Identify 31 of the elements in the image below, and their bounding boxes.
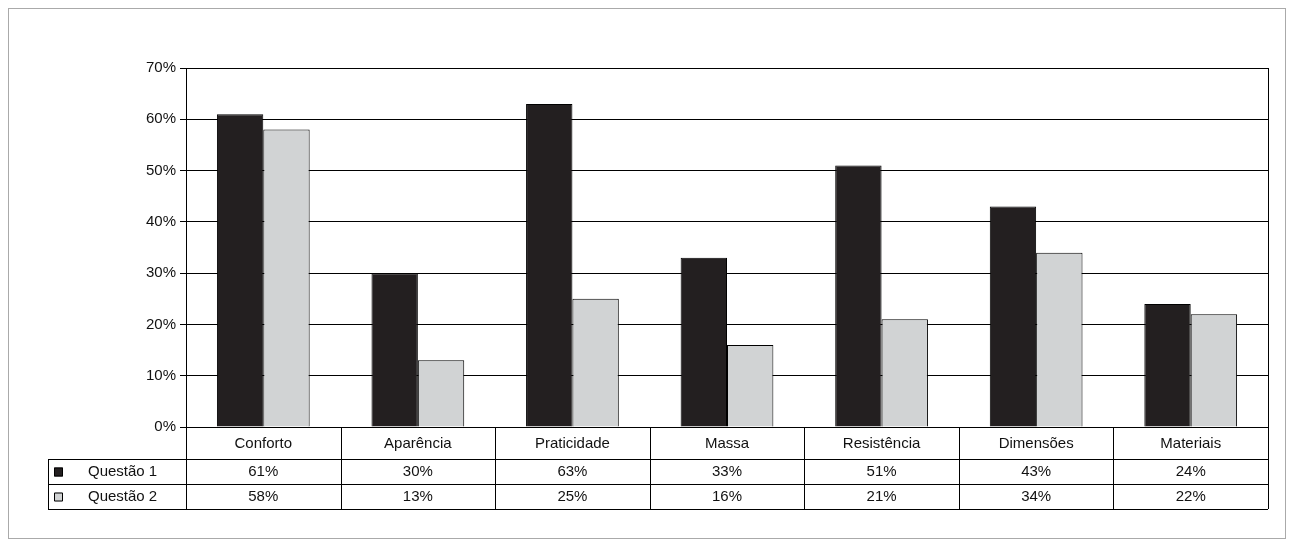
x-tick-label: Massa [704, 434, 750, 452]
x-tick-label: Resistência [842, 434, 921, 452]
y-tick-label: 10% [145, 365, 176, 383]
y-tick-label: 50% [145, 160, 176, 178]
data-label: 51% [866, 461, 897, 479]
data-label: 33% [711, 461, 743, 479]
y-tick-label: 60% [145, 109, 176, 127]
data-label: 24% [1175, 461, 1206, 479]
data-label: 21% [866, 486, 897, 504]
x-tick-label: Aparência [384, 434, 453, 452]
data-label: 13% [402, 486, 433, 504]
data-label: 58% [248, 486, 279, 504]
data-label: 61% [248, 461, 279, 479]
data-label: 16% [711, 486, 743, 504]
y-tick-label: 40% [145, 212, 176, 229]
x-tick-label: Materiais [1160, 434, 1222, 452]
data-label: 34% [1021, 486, 1052, 504]
y-tick-label: 0% [154, 417, 176, 435]
legend-label: Questão 1 [88, 461, 158, 479]
y-tick-label: 70% [145, 58, 176, 76]
x-tick-label: Conforto [234, 434, 293, 452]
y-tick-label: 30% [145, 263, 176, 281]
x-tick-label: Dimensões [998, 434, 1074, 452]
data-label: 43% [1021, 461, 1052, 479]
legend-label: Questão 2 [88, 486, 158, 504]
data-label: 25% [557, 486, 588, 504]
data-label: 22% [1175, 486, 1206, 504]
data-label: 30% [402, 461, 433, 479]
data-label: 63% [557, 461, 588, 479]
y-tick-label: 20% [145, 314, 176, 332]
x-tick-label: Praticidade [534, 434, 610, 452]
